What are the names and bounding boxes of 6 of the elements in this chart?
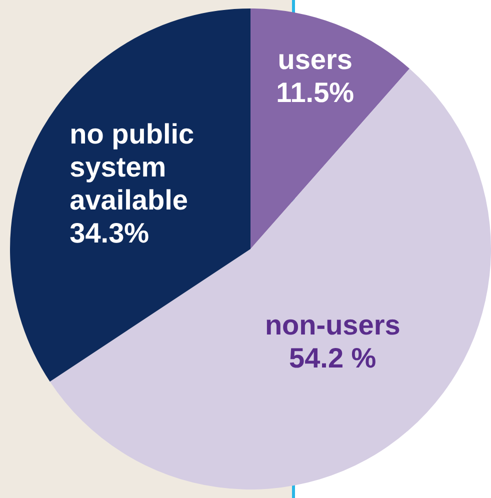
data-label: 54.2 % xyxy=(289,342,376,374)
slice-label: non-users xyxy=(264,310,400,341)
data-label: 34.3% xyxy=(70,217,150,248)
slice-label: users xyxy=(278,44,352,76)
data-label: 11.5% xyxy=(276,77,354,108)
slice-label: no public system available xyxy=(70,118,194,216)
